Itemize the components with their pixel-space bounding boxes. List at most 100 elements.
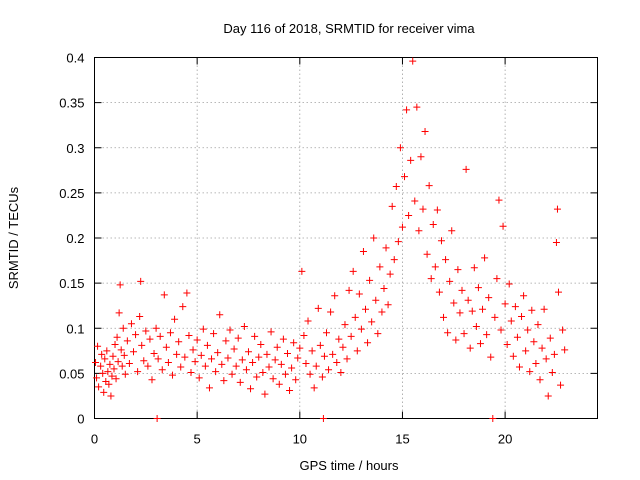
data-point xyxy=(300,331,308,339)
grid xyxy=(94,57,598,419)
y-tick-label: 0 xyxy=(77,412,84,427)
y-tick-label: 0.1 xyxy=(66,321,84,336)
y-tick-labels: 0 0.05 0.1 0.15 0.2 0.25 0.3 0.35 0.4 xyxy=(59,51,84,427)
data-point xyxy=(203,341,211,349)
data-point xyxy=(169,371,177,379)
data-point xyxy=(472,322,480,330)
data-point xyxy=(448,227,456,235)
data-point xyxy=(357,325,365,333)
data-point xyxy=(152,324,160,332)
data-point xyxy=(144,362,152,370)
data-point xyxy=(118,362,126,370)
data-point xyxy=(507,317,515,325)
data-point xyxy=(493,275,501,283)
x-tick-labels: 0 5 10 15 20 xyxy=(91,432,512,447)
data-point xyxy=(536,376,544,384)
data-point xyxy=(107,392,115,400)
data-point xyxy=(337,368,345,376)
data-point xyxy=(437,237,445,245)
data-point xyxy=(499,222,507,230)
data-point xyxy=(187,368,195,376)
data-point xyxy=(526,368,534,376)
data-point xyxy=(487,353,495,361)
data-point xyxy=(390,256,398,264)
data-point xyxy=(474,284,482,292)
data-point xyxy=(97,362,105,370)
y-tick-label: 0.35 xyxy=(59,96,84,111)
data-point xyxy=(431,263,439,271)
data-point xyxy=(185,331,193,339)
data-point xyxy=(466,344,474,352)
data-point xyxy=(273,343,281,351)
data-point xyxy=(123,337,131,345)
data-point xyxy=(380,285,388,293)
data-point xyxy=(228,370,236,378)
data-point xyxy=(261,390,269,398)
data-point xyxy=(234,334,242,342)
data-point xyxy=(292,376,300,384)
data-point xyxy=(281,370,289,378)
data-point xyxy=(197,351,205,359)
data-point xyxy=(456,309,464,317)
data-point xyxy=(481,254,489,262)
data-point xyxy=(220,377,228,385)
data-point xyxy=(470,264,478,272)
data-point xyxy=(561,346,569,354)
data-point xyxy=(476,340,484,348)
data-point xyxy=(100,388,108,396)
data-point xyxy=(444,329,452,337)
data-point xyxy=(164,359,172,367)
data-point xyxy=(249,359,257,367)
data-point xyxy=(433,206,441,214)
data-point xyxy=(127,320,135,328)
data-point xyxy=(189,346,197,354)
data-point xyxy=(121,370,129,378)
data-point xyxy=(112,375,120,383)
y-tick-label: 0.3 xyxy=(66,141,84,156)
axis-ticks xyxy=(94,57,598,419)
data-point xyxy=(559,326,567,334)
y-tick-label: 0.4 xyxy=(66,51,84,66)
data-point xyxy=(415,227,423,235)
data-point xyxy=(544,392,552,400)
data-point xyxy=(452,336,460,344)
data-point xyxy=(532,359,540,367)
data-point xyxy=(108,372,116,380)
data-point xyxy=(205,384,213,392)
x-tick-label: 5 xyxy=(194,432,201,447)
data-point xyxy=(106,360,114,368)
data-point xyxy=(120,351,128,359)
data-point xyxy=(343,355,351,363)
data-point xyxy=(542,355,550,363)
data-point xyxy=(520,292,528,300)
data-point xyxy=(218,360,226,368)
y-tick-label: 0.15 xyxy=(59,276,84,291)
data-point xyxy=(214,349,222,357)
data-point xyxy=(316,341,324,349)
data-point xyxy=(208,355,216,363)
data-point xyxy=(110,365,118,373)
data-point xyxy=(458,286,466,294)
data-point xyxy=(259,368,267,376)
data-point xyxy=(146,335,154,343)
data-point xyxy=(195,374,203,382)
data-point xyxy=(136,313,144,321)
data-point xyxy=(142,327,150,335)
data-point xyxy=(534,321,542,329)
data-point xyxy=(312,362,320,370)
data-point xyxy=(253,373,261,381)
data-point xyxy=(201,362,209,370)
data-point xyxy=(181,353,189,361)
data-point xyxy=(341,321,349,329)
data-point xyxy=(162,343,170,351)
data-point xyxy=(148,376,156,384)
data-point xyxy=(495,196,503,204)
data-point xyxy=(546,334,554,342)
data-point xyxy=(505,280,513,288)
data-point xyxy=(382,244,390,252)
data-point xyxy=(238,356,246,364)
data-point xyxy=(454,266,462,274)
data-point xyxy=(269,375,277,383)
data-point xyxy=(483,331,491,339)
data-point xyxy=(333,359,341,367)
